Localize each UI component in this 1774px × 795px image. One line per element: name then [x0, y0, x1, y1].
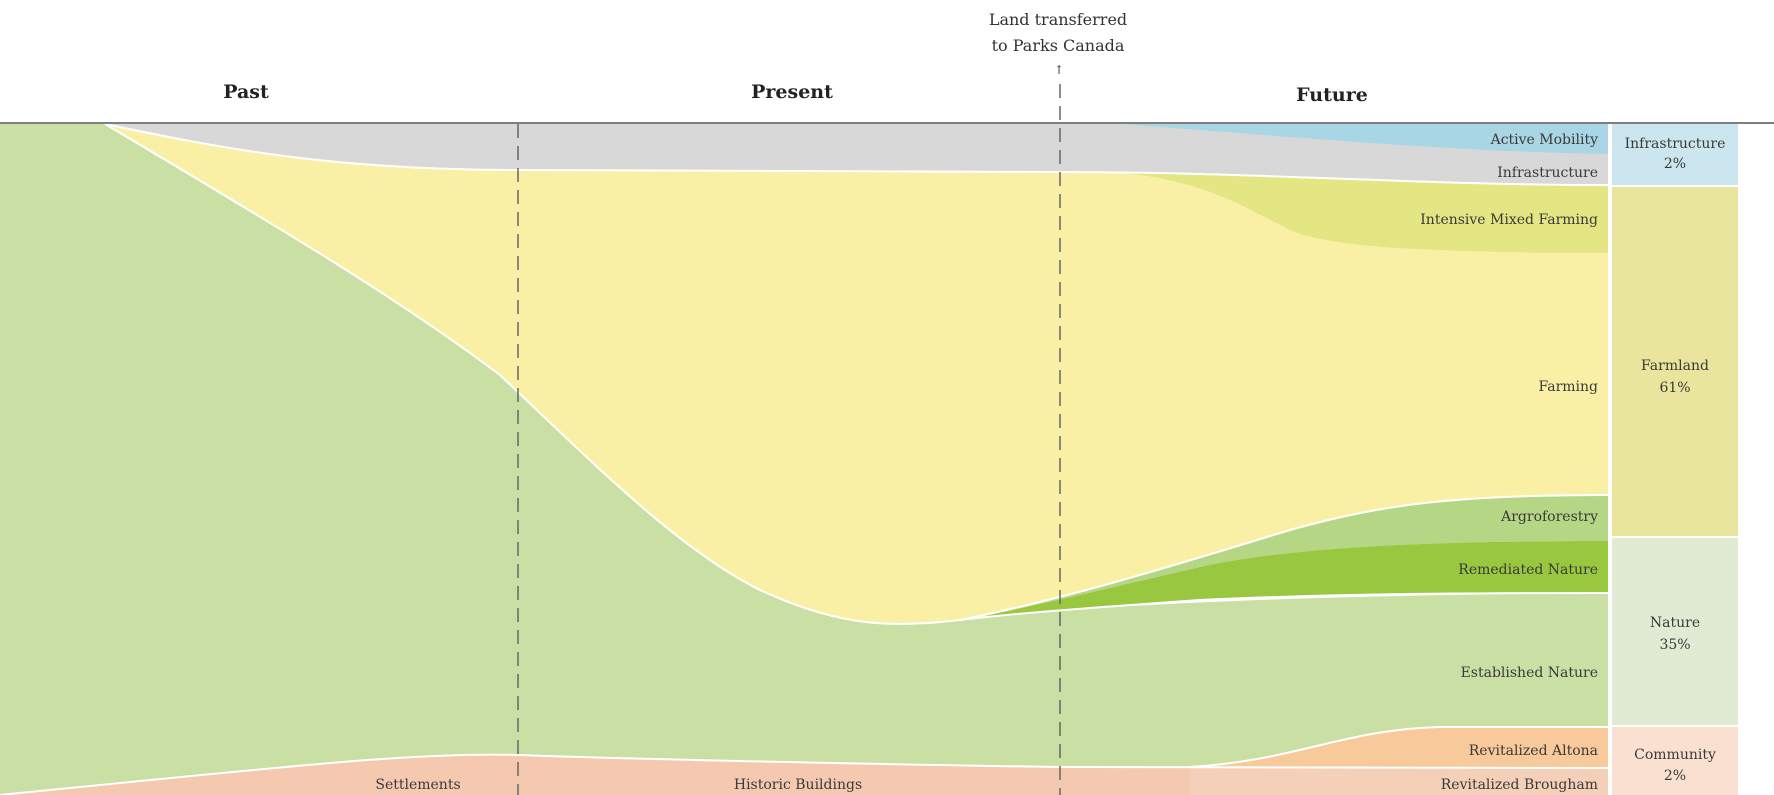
transfer-arrow-icon: ↑ [1054, 63, 1064, 77]
category-infrastructure-name: Infrastructure [1625, 136, 1726, 152]
category-farmland-name: Farmland [1641, 358, 1709, 374]
category-infrastructure-percent: 2% [1664, 156, 1686, 172]
present-header: Present [751, 81, 833, 103]
category-farmland-box [1612, 187, 1738, 536]
label-established-nature: Established Nature [1461, 665, 1598, 681]
future-header: Future [1296, 84, 1368, 106]
band-revitalized-brougham [1190, 767, 1608, 795]
label-settlements: Settlements [375, 777, 460, 793]
label-revitalized-brougham: Revitalized Brougham [1441, 777, 1598, 793]
band-labels: Active Mobility Infrastructure Intensive… [375, 132, 1598, 793]
band-farming [105, 124, 1608, 625]
category-community-name: Community [1634, 747, 1716, 763]
band-established-nature [0, 124, 1608, 795]
flow-bands [0, 124, 1608, 795]
label-remediated-nature: Remediated Nature [1458, 562, 1598, 578]
label-intensive-mixed-farming: Intensive Mixed Farming [1420, 212, 1598, 228]
category-infrastructure-box [1612, 124, 1738, 185]
label-historic-buildings: Historic Buildings [734, 777, 862, 793]
band-agroforestry [960, 495, 1608, 620]
band-active-mobility [1120, 124, 1608, 154]
band-intensive-mixed-farming [1110, 172, 1608, 253]
transfer-note-line1: Land transferred [989, 10, 1127, 29]
category-nature-name: Nature [1650, 615, 1700, 631]
band-separators [0, 123, 1609, 795]
band-remediated-nature [960, 541, 1608, 620]
band-revitalized-altona [1190, 727, 1608, 768]
category-community-percent: 2% [1664, 768, 1686, 784]
band-infrastructure [95, 124, 1608, 185]
category-community-box [1612, 727, 1738, 795]
label-agroforestry: Argroforestry [1500, 509, 1598, 525]
label-farming: Farming [1538, 379, 1598, 395]
label-infrastructure: Infrastructure [1497, 165, 1598, 181]
label-revitalized-altona: Revitalized Altona [1469, 743, 1598, 759]
category-column: Infrastructure 2% Farmland 61% Nature 35… [1612, 124, 1738, 795]
category-farmland-percent: 61% [1659, 380, 1690, 396]
past-header: Past [223, 81, 269, 103]
label-active-mobility: Active Mobility [1490, 132, 1598, 148]
transfer-note-line2: to Parks Canada [992, 36, 1125, 55]
category-nature-percent: 35% [1659, 637, 1690, 653]
category-nature-box [1612, 538, 1738, 725]
